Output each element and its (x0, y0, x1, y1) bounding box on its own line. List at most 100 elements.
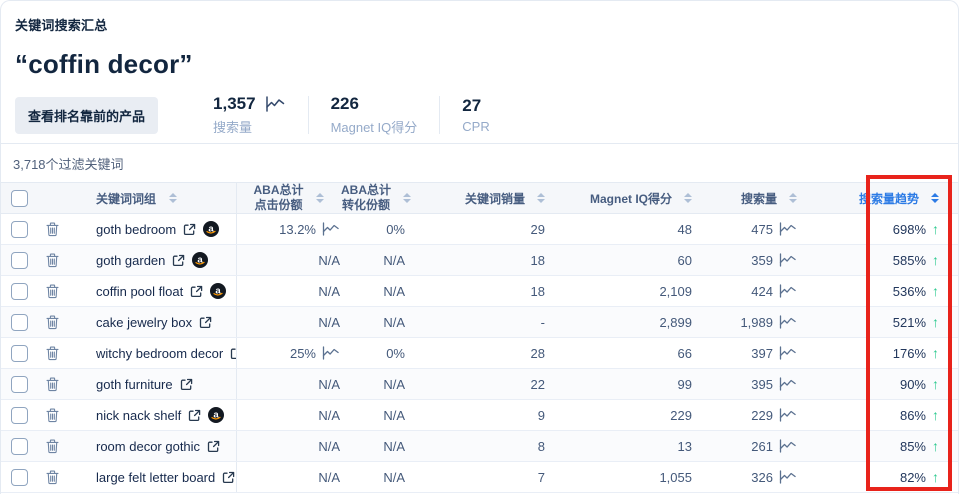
chart-line-icon[interactable] (265, 96, 286, 113)
search-volume-chart-icon[interactable] (779, 284, 797, 298)
aba-click-share-value: N/A (318, 407, 340, 423)
external-link-icon[interactable] (222, 471, 235, 484)
external-link-icon[interactable] (180, 378, 193, 391)
trash-icon[interactable] (45, 253, 59, 268)
search-volume-value: 229 (751, 407, 773, 423)
magnet-iq-value: 13 (677, 438, 692, 454)
aba-click-chart-icon[interactable] (322, 346, 340, 360)
external-link-icon[interactable] (183, 223, 196, 236)
trash-icon[interactable] (45, 222, 59, 237)
keyword-text: cake jewelry box (96, 314, 193, 330)
external-link-icon[interactable] (172, 254, 185, 267)
aba-click-chart-icon[interactable] (322, 222, 340, 236)
trend-value: 585% (892, 252, 926, 268)
search-volume-chart-icon[interactable] (779, 346, 797, 360)
svg-text:a: a (216, 286, 222, 297)
row-checkbox[interactable] (11, 344, 28, 362)
trend-up-arrow-icon: ↑ (932, 252, 939, 268)
search-volume-chart-icon[interactable] (779, 222, 797, 236)
trend-value: 536% (892, 283, 926, 299)
trash-icon[interactable] (45, 315, 59, 330)
trash-icon[interactable] (45, 284, 59, 299)
table-row: goth garden a N/A N/A (1, 245, 958, 276)
keyword-sales-value: 18 (530, 283, 545, 299)
aba-click-share-value: 25% (289, 345, 316, 361)
external-link-icon[interactable] (190, 285, 203, 298)
keyword-sales-value: 7 (537, 469, 545, 485)
row-checkbox[interactable] (11, 282, 28, 300)
view-top-products-button[interactable]: 查看排名靠前的产品 (15, 96, 159, 134)
table-row: cake jewelry box N/A N/A - 2,899 1,989 (1, 307, 958, 338)
search-volume-chart-icon[interactable] (779, 253, 797, 267)
column-header-aba-conversion-share[interactable]: ABA总计 转化份额 (341, 183, 417, 213)
trend-up-arrow-icon: ↑ (932, 345, 939, 361)
aba-conversion-share-value: N/A (383, 283, 405, 299)
external-link-icon[interactable] (199, 316, 212, 329)
keyword-text: goth bedroom (96, 221, 177, 237)
row-checkbox[interactable] (11, 313, 28, 331)
search-volume-chart-icon[interactable] (779, 408, 797, 422)
column-header-search-volume-trend[interactable]: 搜索量趋势 (810, 183, 958, 213)
trend-value: 521% (892, 314, 926, 330)
amazon-badge[interactable]: a (192, 252, 209, 268)
row-checkbox[interactable] (11, 375, 28, 393)
trend-up-arrow-icon: ↑ (932, 314, 939, 330)
table-header: 关键词词组 ABA总计 点击份额 ABA总计 转化份额 关键词销量 Magnet… (1, 182, 958, 214)
search-volume-value: 475 (751, 221, 773, 237)
trash-icon[interactable] (45, 439, 59, 454)
trash-icon[interactable] (45, 377, 59, 392)
search-volume-value: 395 (751, 376, 773, 392)
keyword-sales-value: - (540, 314, 545, 330)
sort-icon (403, 193, 411, 203)
aba-click-share-value: N/A (318, 376, 340, 392)
filtered-keywords-count: 3,718个过滤关键词 (13, 156, 124, 172)
trend-up-arrow-icon: ↑ (932, 407, 939, 423)
magnet-iq-value: 60 (677, 252, 692, 268)
search-volume-chart-icon[interactable] (779, 470, 797, 484)
aba-conversion-share-value: 0% (386, 221, 405, 237)
select-all-checkbox[interactable] (11, 189, 28, 207)
column-header-keyword-sales[interactable]: 关键词销量 (417, 183, 557, 213)
aba-click-share-value: N/A (318, 252, 340, 268)
row-checkbox[interactable] (11, 220, 28, 238)
trash-icon[interactable] (45, 408, 59, 423)
sort-icon (169, 193, 178, 203)
svg-text:a: a (209, 224, 215, 235)
external-link-icon[interactable] (230, 347, 236, 360)
row-checkbox[interactable] (11, 468, 28, 486)
trash-icon[interactable] (45, 470, 59, 485)
keyword-sales-value: 28 (530, 345, 545, 361)
search-volume-chart-icon[interactable] (779, 315, 797, 329)
keyword-text: nick nack shelf (96, 407, 182, 423)
column-header-search-volume[interactable]: 搜索量 (707, 183, 810, 213)
aba-conversion-share-value: 0% (386, 345, 405, 361)
stat-magnet-iq-value: 226 (330, 94, 359, 113)
sort-icon (789, 193, 797, 203)
keyword-sales-value: 29 (530, 221, 545, 237)
search-volume-chart-icon[interactable] (779, 439, 797, 453)
column-header-keyword[interactable]: 关键词词组 (67, 183, 237, 213)
column-header-magnet-iq[interactable]: Magnet IQ得分 (557, 183, 707, 213)
table-row: witchy bedroom decor a 25% (1, 338, 958, 369)
aba-click-share-value: 13.2% (279, 221, 316, 237)
row-checkbox[interactable] (11, 251, 28, 269)
column-header-aba-click-share[interactable]: ABA总计 点击份额 (237, 183, 347, 213)
aba-conversion-share-value: N/A (383, 252, 405, 268)
amazon-badge[interactable]: a (208, 407, 225, 423)
amazon-badge[interactable]: a (203, 221, 220, 237)
summary-section: 关键词搜索汇总 “coffin decor” 查看排名靠前的产品 1,357 搜… (1, 1, 958, 144)
row-checkbox[interactable] (11, 437, 28, 455)
search-volume-value: 1,989 (740, 314, 773, 330)
keyword-text: coffin pool float (96, 283, 184, 299)
aba-conversion-share-value: N/A (383, 376, 405, 392)
trash-icon[interactable] (45, 346, 59, 361)
external-link-icon[interactable] (188, 409, 201, 422)
magnet-iq-value: 229 (670, 407, 692, 423)
amazon-badge[interactable]: a (210, 283, 227, 299)
keyword-sales-value: 22 (530, 376, 545, 392)
trend-up-arrow-icon: ↑ (932, 283, 939, 299)
search-volume-chart-icon[interactable] (779, 377, 797, 391)
external-link-icon[interactable] (207, 440, 220, 453)
row-checkbox[interactable] (11, 406, 28, 424)
